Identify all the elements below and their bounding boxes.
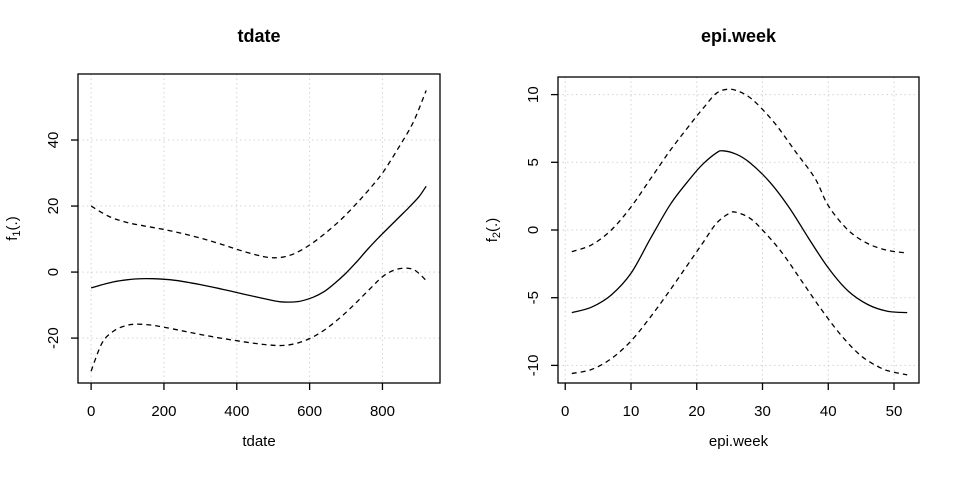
x-tick-label: 0: [561, 403, 569, 420]
plot-title: tdate: [237, 26, 280, 46]
x-tick-label: 40: [820, 403, 837, 420]
series-upper-ci-line: [90, 90, 427, 259]
plot-panel-epi.week: 0 10 20 30 40 50 -10 -5 0 5 10 epi.week epi.week f2(.…: [484, 26, 920, 450]
y-tick-label: -5: [525, 291, 542, 304]
y-tick-label: 0: [525, 226, 542, 234]
y-axis-label: f1(.): [4, 216, 23, 240]
y-tick-label: 40: [45, 132, 62, 149]
plot-box: [77, 73, 441, 384]
x-tick-label: 10: [623, 403, 640, 420]
series-lower-ci-line: [90, 267, 427, 372]
x-tick-label: 20: [688, 403, 705, 420]
y-tick-label: -20: [45, 327, 62, 349]
series-upper-ci-line: [571, 88, 908, 254]
y-axis-label: f2(.): [484, 218, 503, 242]
y-tick-label: 20: [45, 198, 62, 215]
y-tick-label: 10: [525, 86, 542, 103]
series-lower-ci-line: [571, 211, 908, 376]
x-tick-label: 30: [754, 403, 771, 420]
x-tick-label: 400: [224, 403, 249, 420]
x-tick-label: 600: [297, 403, 322, 420]
y-tick-label: -10: [525, 355, 542, 377]
x-tick-label: 800: [370, 403, 395, 420]
x-axis-label: epi.week: [709, 433, 769, 450]
y-tick-label: 0: [45, 268, 62, 276]
plot-panel-tdate: 0 200 400 600 800 -20 0 20 40 tdate tdate f1(.): [4, 26, 441, 450]
x-tick-label: 200: [151, 403, 176, 420]
x-tick-label: 0: [87, 403, 95, 420]
plot-title: epi.week: [701, 26, 777, 46]
x-tick-label: 50: [886, 403, 903, 420]
series-estimate-line: [571, 150, 908, 314]
x-axis-label: tdate: [242, 433, 275, 450]
y-tick-label: 5: [525, 158, 542, 166]
series-estimate-line: [90, 185, 427, 303]
